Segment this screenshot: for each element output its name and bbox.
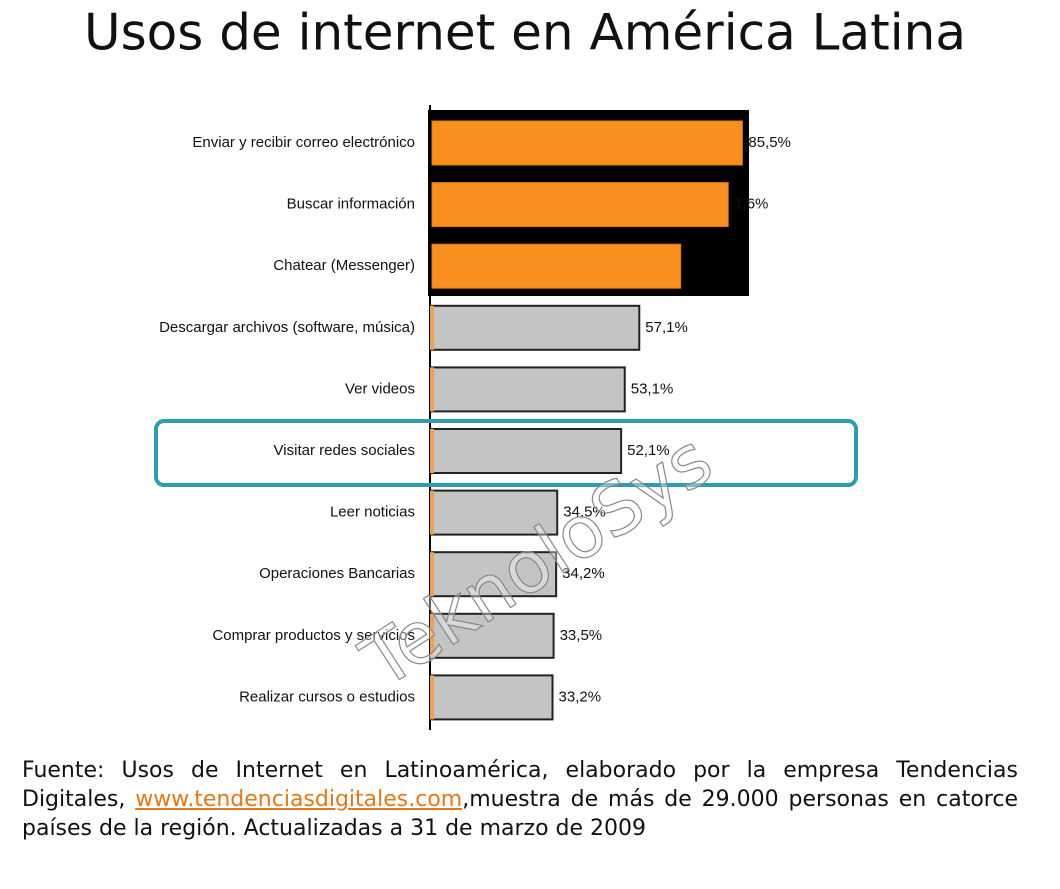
bar	[431, 120, 743, 166]
bar	[431, 612, 555, 659]
footer-link[interactable]: www.tendenciasdigitales.com	[135, 787, 463, 812]
bar	[431, 304, 641, 351]
highlight-box	[154, 419, 858, 487]
bar	[431, 243, 682, 289]
value-label: 33,5%	[560, 627, 603, 644]
footer-text: Fuente: Usos de Internet en Latinoaméric…	[22, 758, 1018, 812]
chart-title: Usos de internet en América Latina	[84, 4, 966, 62]
bar	[431, 182, 729, 228]
category-label: Ver videos	[345, 380, 415, 397]
category-label: Comprar productos y servicios	[212, 627, 415, 644]
category-label: Leer noticias	[330, 504, 415, 521]
value-label: 33,2%	[559, 688, 602, 705]
footer-text: ,muestra de más de 29.000 personas en ca…	[22, 787, 1018, 841]
chart: Usos de internet en América Latina Envia…	[84, 4, 966, 730]
value-label: 57,1%	[645, 319, 688, 336]
category-label: Visitar redes sociales	[274, 442, 415, 459]
category-label: Descargar archivos (software, música)	[159, 319, 415, 336]
category-label: Realizar cursos o estudios	[239, 688, 415, 705]
value-label: 53,1%	[631, 380, 674, 397]
category-label: Buscar información	[287, 196, 415, 213]
value-label: 34,2%	[562, 565, 605, 582]
value-label: 34,5%	[563, 504, 606, 521]
value-label: 52,1%	[627, 442, 670, 459]
category-label: Chatear (Messenger)	[273, 257, 415, 274]
value-label: 85,5%	[748, 134, 791, 151]
bar	[431, 428, 623, 474]
value-label: 1,6%	[734, 196, 768, 213]
bar	[431, 366, 626, 413]
bar	[431, 489, 559, 536]
category-label: Enviar y recibir correo electrónico	[192, 134, 415, 151]
footer: Fuente: Usos de Internet en Latinoaméric…	[22, 756, 1018, 843]
category-label: Operaciones Bancarias	[259, 565, 415, 582]
bar	[431, 674, 554, 721]
